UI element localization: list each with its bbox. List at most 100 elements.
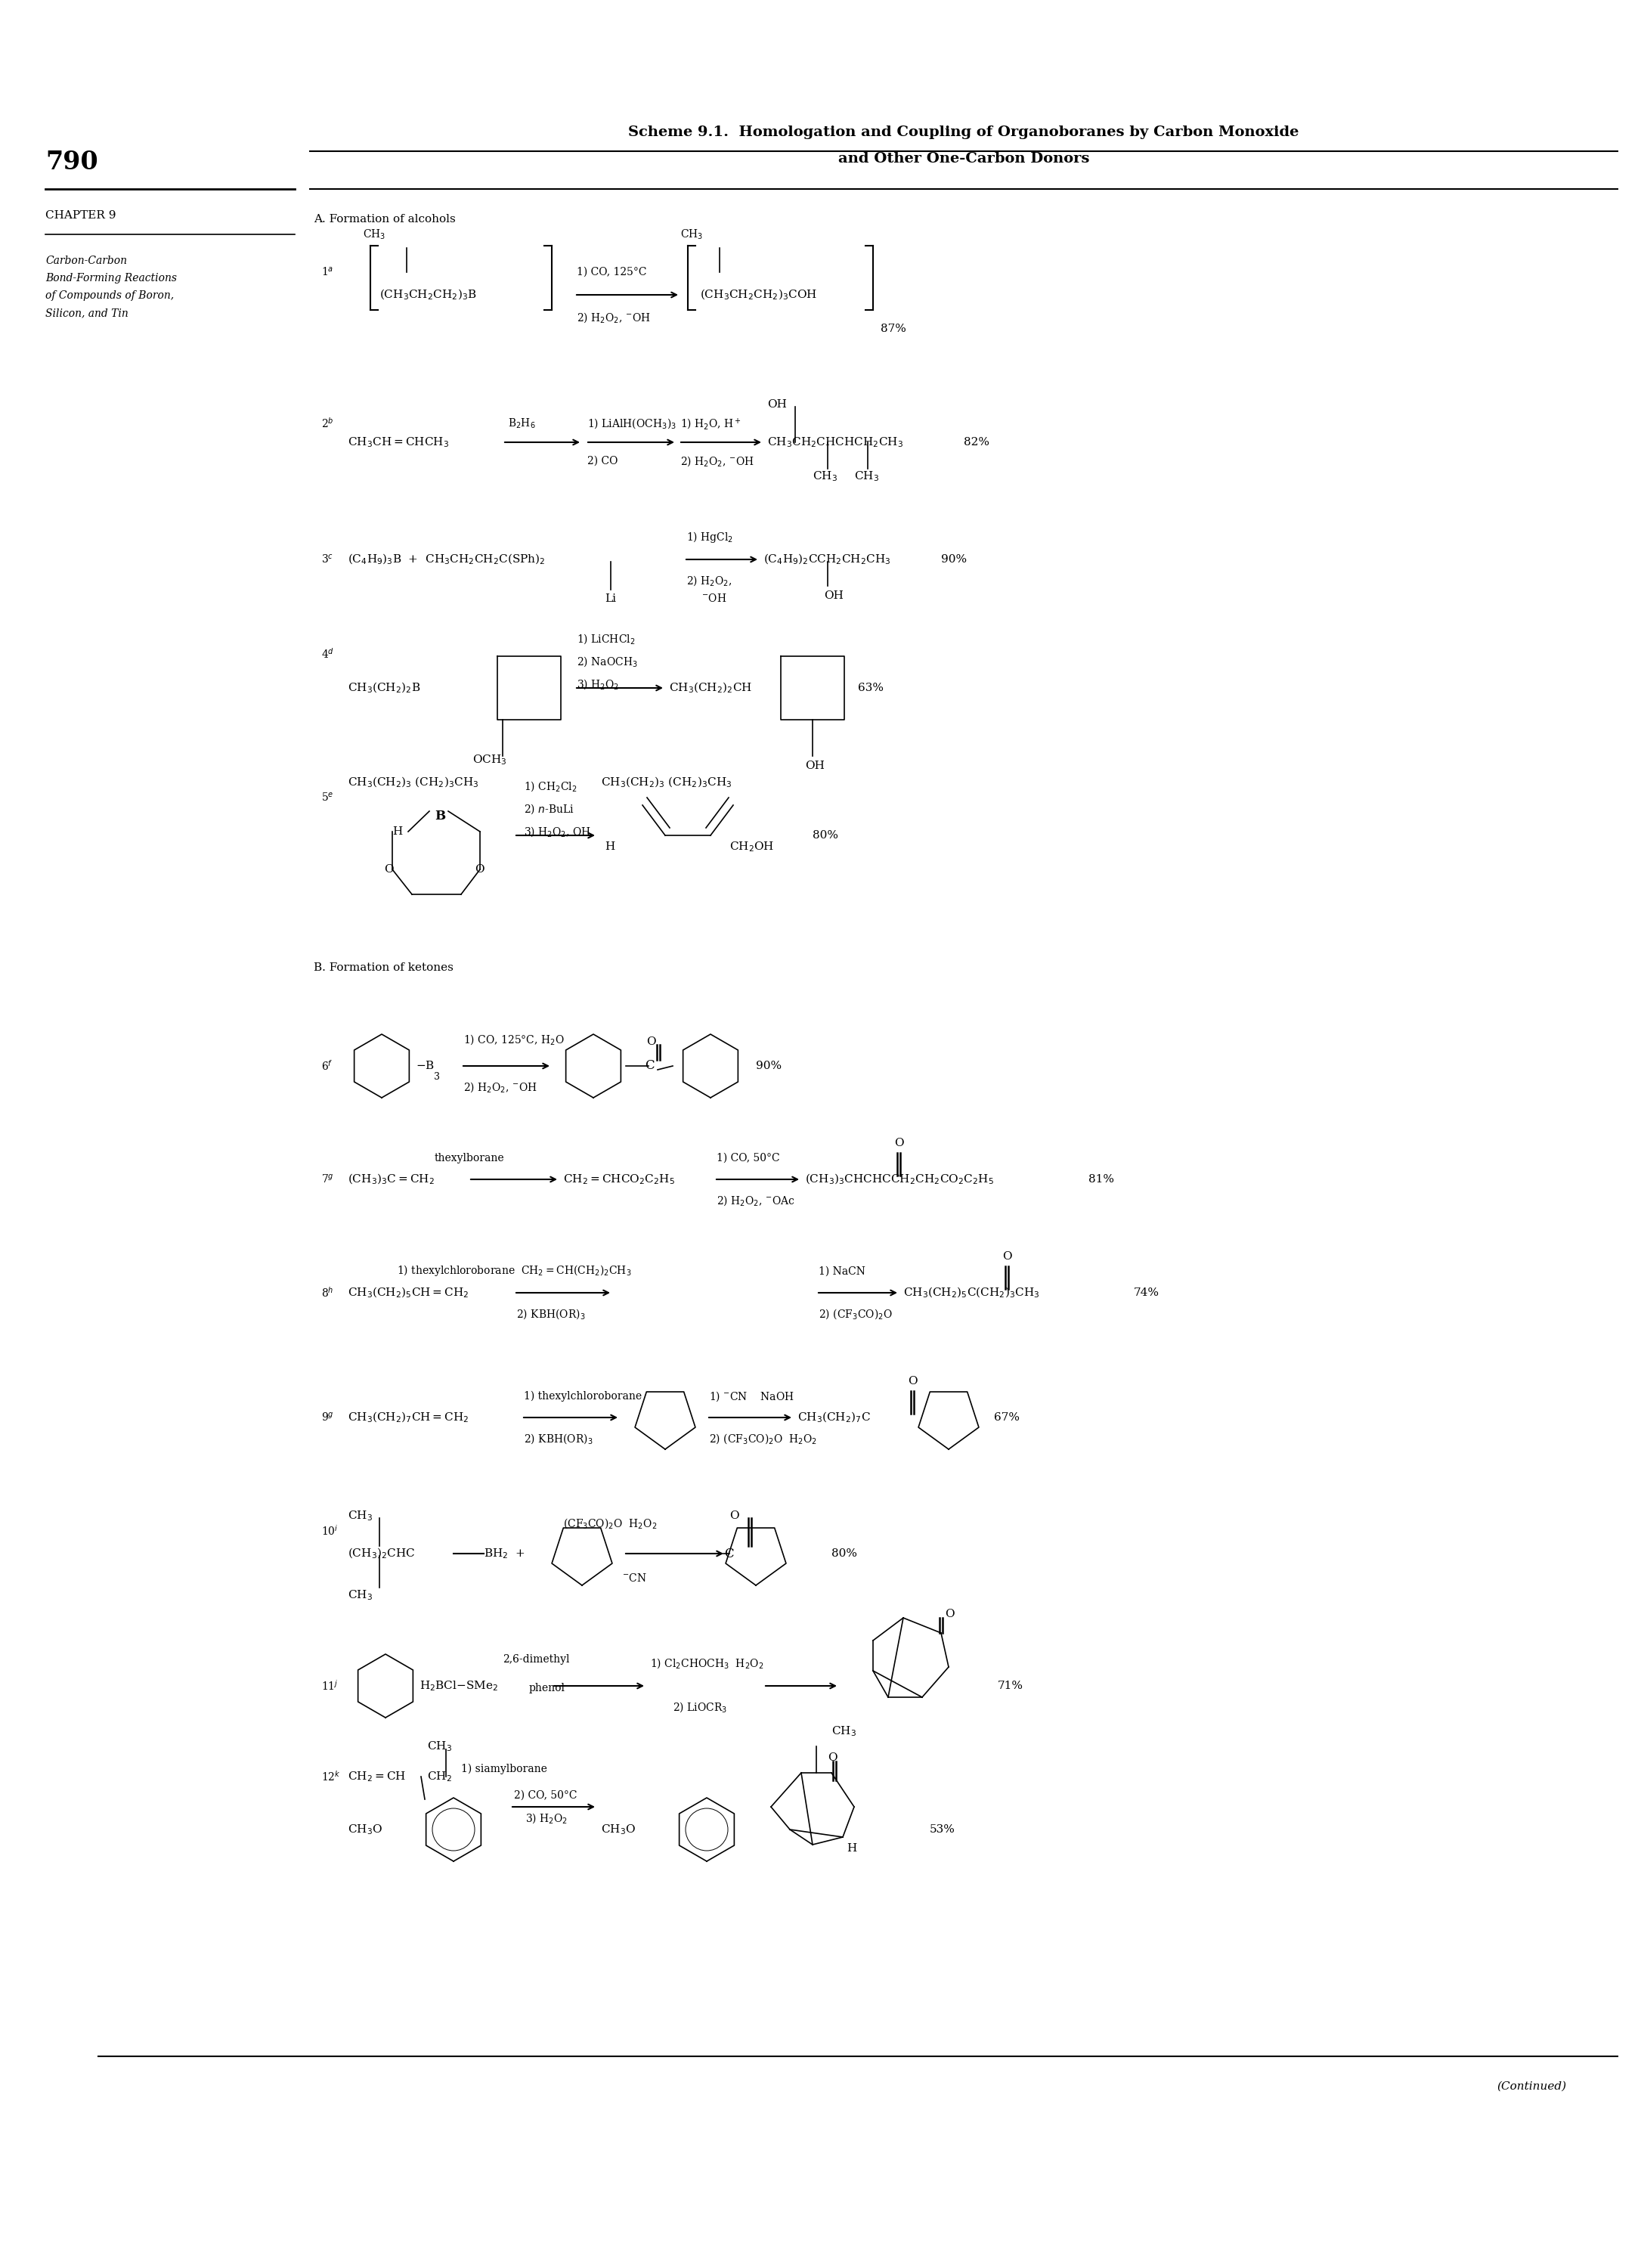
- Text: $^{-}$OH: $^{-}$OH: [702, 594, 727, 606]
- Text: 790: 790: [46, 150, 99, 175]
- Text: CH$_3$CH$=$CHCH$_3$: CH$_3$CH$=$CHCH$_3$: [347, 435, 449, 449]
- Text: of Compounds of Boron,: of Compounds of Boron,: [46, 290, 174, 302]
- Text: OH: OH: [806, 760, 825, 771]
- Text: CH$_3$(CH$_2$)$_3$ (CH$_2$)$_3$CH$_3$: CH$_3$(CH$_2$)$_3$ (CH$_2$)$_3$CH$_3$: [347, 776, 478, 789]
- Text: CH$_3$O: CH$_3$O: [602, 1823, 636, 1837]
- Text: 53%: 53%: [931, 1823, 955, 1835]
- Text: 63%: 63%: [858, 683, 883, 694]
- Text: OH: OH: [824, 590, 843, 601]
- Text: 1) CH$_2$Cl$_2$: 1) CH$_2$Cl$_2$: [524, 780, 577, 794]
- Text: (Continued): (Continued): [1496, 2082, 1567, 2091]
- Text: 8$^h$: 8$^h$: [321, 1286, 334, 1300]
- Text: 9$^g$: 9$^g$: [321, 1411, 334, 1424]
- Text: 3) H$_2$O$_2$, OH: 3) H$_2$O$_2$, OH: [524, 826, 592, 839]
- Text: Silicon, and Tin: Silicon, and Tin: [46, 308, 128, 318]
- Text: B$_2$H$_6$: B$_2$H$_6$: [508, 417, 536, 431]
- Text: CH$_3$: CH$_3$: [347, 1588, 373, 1601]
- Text: CH$_3$: CH$_3$: [681, 227, 704, 240]
- Text: 1) thexylchloroborane  CH$_2=$CH(CH$_2$)$_2$CH$_3$: 1) thexylchloroborane CH$_2=$CH(CH$_2$)$…: [396, 1263, 631, 1277]
- Text: (C$_4$H$_9$)$_2$CCH$_2$CH$_2$CH$_3$: (C$_4$H$_9$)$_2$CCH$_2$CH$_2$CH$_3$: [763, 553, 891, 567]
- Text: CH$_2$: CH$_2$: [427, 1769, 452, 1783]
- Text: O: O: [646, 1036, 656, 1048]
- Text: 4$^d$: 4$^d$: [321, 646, 334, 660]
- Text: 1) Cl$_2$CHOCH$_3$  H$_2$O$_2$: 1) Cl$_2$CHOCH$_3$ H$_2$O$_2$: [649, 1656, 764, 1669]
- Text: 2) H$_2$O$_2$, $^{-}$OH: 2) H$_2$O$_2$, $^{-}$OH: [681, 454, 755, 467]
- Text: 3: 3: [434, 1073, 441, 1082]
- Text: (CH$_3$)$_3$C$=$CH$_2$: (CH$_3$)$_3$C$=$CH$_2$: [347, 1173, 434, 1186]
- Text: O: O: [907, 1377, 917, 1386]
- Text: 2) CO, 50°C: 2) CO, 50°C: [515, 1789, 577, 1801]
- Text: 81%: 81%: [1088, 1175, 1115, 1184]
- Text: OCH$_3$: OCH$_3$: [472, 753, 506, 767]
- Text: 3) H$_2$O$_2$: 3) H$_2$O$_2$: [526, 1812, 567, 1826]
- Text: C: C: [723, 1547, 733, 1560]
- Text: H$_2$BCl$-$SMe$_2$: H$_2$BCl$-$SMe$_2$: [419, 1678, 498, 1692]
- Text: H: H: [393, 826, 403, 837]
- Text: 2) H$_2$O$_2$,: 2) H$_2$O$_2$,: [686, 574, 732, 587]
- Text: 2) LiOCR$_3$: 2) LiOCR$_3$: [672, 1701, 727, 1715]
- Text: 74%: 74%: [1134, 1288, 1159, 1297]
- Text: 80%: 80%: [812, 830, 838, 841]
- Text: CH$_3$(CH$_2$)$_7$CH$=$CH$_2$: CH$_3$(CH$_2$)$_7$CH$=$CH$_2$: [347, 1411, 469, 1424]
- Text: CH$_3$: CH$_3$: [812, 469, 837, 483]
- Text: CH$_2=$CHCO$_2$C$_2$H$_5$: CH$_2=$CHCO$_2$C$_2$H$_5$: [564, 1173, 676, 1186]
- Text: O: O: [894, 1139, 904, 1148]
- Text: (CH$_3$CH$_2$CH$_2$)$_3$COH: (CH$_3$CH$_2$CH$_2$)$_3$COH: [700, 288, 817, 302]
- Text: CH$_3$(CH$_2$)$_5$C(CH$_2$)$_3$CH$_3$: CH$_3$(CH$_2$)$_5$C(CH$_2$)$_3$CH$_3$: [903, 1286, 1039, 1300]
- Text: (CF$_3$CO)$_2$O  H$_2$O$_2$: (CF$_3$CO)$_2$O H$_2$O$_2$: [564, 1517, 658, 1531]
- Text: O: O: [945, 1608, 955, 1619]
- Text: H: H: [847, 1844, 857, 1853]
- Text: 2) H$_2$O$_2$, $^{-}$OAc: 2) H$_2$O$_2$, $^{-}$OAc: [717, 1193, 796, 1207]
- Text: (CH$_3$CH$_2$CH$_2$)$_3$B: (CH$_3$CH$_2$CH$_2$)$_3$B: [380, 288, 477, 302]
- Text: 11$^j$: 11$^j$: [321, 1678, 339, 1692]
- Text: 2) NaOCH$_3$: 2) NaOCH$_3$: [577, 655, 638, 669]
- Text: CH$_3$O: CH$_3$O: [347, 1823, 383, 1837]
- Text: 1) LiAlH(OCH$_3$)$_3$: 1) LiAlH(OCH$_3$)$_3$: [587, 417, 676, 431]
- Text: 90%: 90%: [940, 553, 967, 565]
- Text: OH: OH: [768, 399, 787, 411]
- Text: 7$^g$: 7$^g$: [321, 1173, 334, 1186]
- Text: B: B: [434, 810, 446, 823]
- Text: 1) CO, 50°C: 1) CO, 50°C: [717, 1152, 779, 1163]
- Text: and Other One-Carbon Donors: and Other One-Carbon Donors: [838, 152, 1090, 166]
- Text: CH$_3$CH$_2$CHCHCH$_2$CH$_3$: CH$_3$CH$_2$CHCHCH$_2$CH$_3$: [768, 435, 903, 449]
- Text: 1$^a$: 1$^a$: [321, 265, 334, 279]
- Text: 2) $n$-BuLi: 2) $n$-BuLi: [524, 803, 574, 816]
- Text: 5$^e$: 5$^e$: [321, 792, 334, 803]
- Text: 2) (CF$_3$CO)$_2$O: 2) (CF$_3$CO)$_2$O: [819, 1306, 893, 1320]
- Text: 12$^k$: 12$^k$: [321, 1769, 340, 1783]
- Text: CH$_3$(CH$_2$)$_7$C: CH$_3$(CH$_2$)$_7$C: [797, 1411, 871, 1424]
- Text: O: O: [1003, 1252, 1011, 1261]
- Text: O: O: [475, 864, 485, 875]
- Text: $-$B: $-$B: [416, 1061, 434, 1073]
- Text: 1) $^{-}$CN    NaOH: 1) $^{-}$CN NaOH: [709, 1390, 794, 1404]
- Text: thexylborane: thexylborane: [434, 1152, 505, 1163]
- Text: 2) KBH(OR)$_3$: 2) KBH(OR)$_3$: [524, 1431, 593, 1445]
- Text: 71%: 71%: [998, 1681, 1024, 1692]
- Text: CHAPTER 9: CHAPTER 9: [46, 211, 117, 220]
- Text: CH$_2$OH: CH$_2$OH: [730, 839, 774, 853]
- Text: CH$_3$: CH$_3$: [832, 1724, 857, 1737]
- Text: 1) LiCHCl$_2$: 1) LiCHCl$_2$: [577, 633, 635, 646]
- Text: 1) CO, 125°C, H$_2$O: 1) CO, 125°C, H$_2$O: [464, 1032, 564, 1046]
- Text: Bond-Forming Reactions: Bond-Forming Reactions: [46, 272, 178, 284]
- Text: CH$_3$(CH$_2$)$_2$B: CH$_3$(CH$_2$)$_2$B: [347, 680, 421, 694]
- Text: 2) CO: 2) CO: [587, 456, 618, 467]
- Text: 67%: 67%: [995, 1413, 1019, 1422]
- Text: CH$_3$(CH$_2$)$_2$CH: CH$_3$(CH$_2$)$_2$CH: [669, 680, 753, 694]
- Text: 87%: 87%: [881, 324, 906, 333]
- Text: O: O: [730, 1510, 738, 1522]
- Text: Scheme 9.1.  Homologation and Coupling of Organoboranes by Carbon Monoxide: Scheme 9.1. Homologation and Coupling of…: [628, 125, 1299, 138]
- Text: 1) thexylchloroborane: 1) thexylchloroborane: [524, 1390, 641, 1402]
- Text: B. Formation of ketones: B. Formation of ketones: [314, 962, 454, 973]
- Text: 2) H$_2$O$_2$, $^{-}$OH: 2) H$_2$O$_2$, $^{-}$OH: [577, 311, 651, 324]
- Text: 6$^f$: 6$^f$: [321, 1059, 334, 1073]
- Text: C: C: [644, 1059, 654, 1073]
- Text: 90%: 90%: [756, 1061, 781, 1070]
- Text: CH$_3$(CH$_2$)$_3$ (CH$_2$)$_3$CH$_3$: CH$_3$(CH$_2$)$_3$ (CH$_2$)$_3$CH$_3$: [602, 776, 732, 789]
- Text: 1) siamylborane: 1) siamylborane: [460, 1765, 547, 1774]
- Text: 2) (CF$_3$CO)$_2$O  H$_2$O$_2$: 2) (CF$_3$CO)$_2$O H$_2$O$_2$: [709, 1431, 817, 1445]
- Text: 2) H$_2$O$_2$, $^{-}$OH: 2) H$_2$O$_2$, $^{-}$OH: [464, 1080, 538, 1093]
- Text: CH$_2=$CH: CH$_2=$CH: [347, 1769, 406, 1783]
- Text: (CH$_3$)$_2$CHC: (CH$_3$)$_2$CHC: [347, 1547, 416, 1560]
